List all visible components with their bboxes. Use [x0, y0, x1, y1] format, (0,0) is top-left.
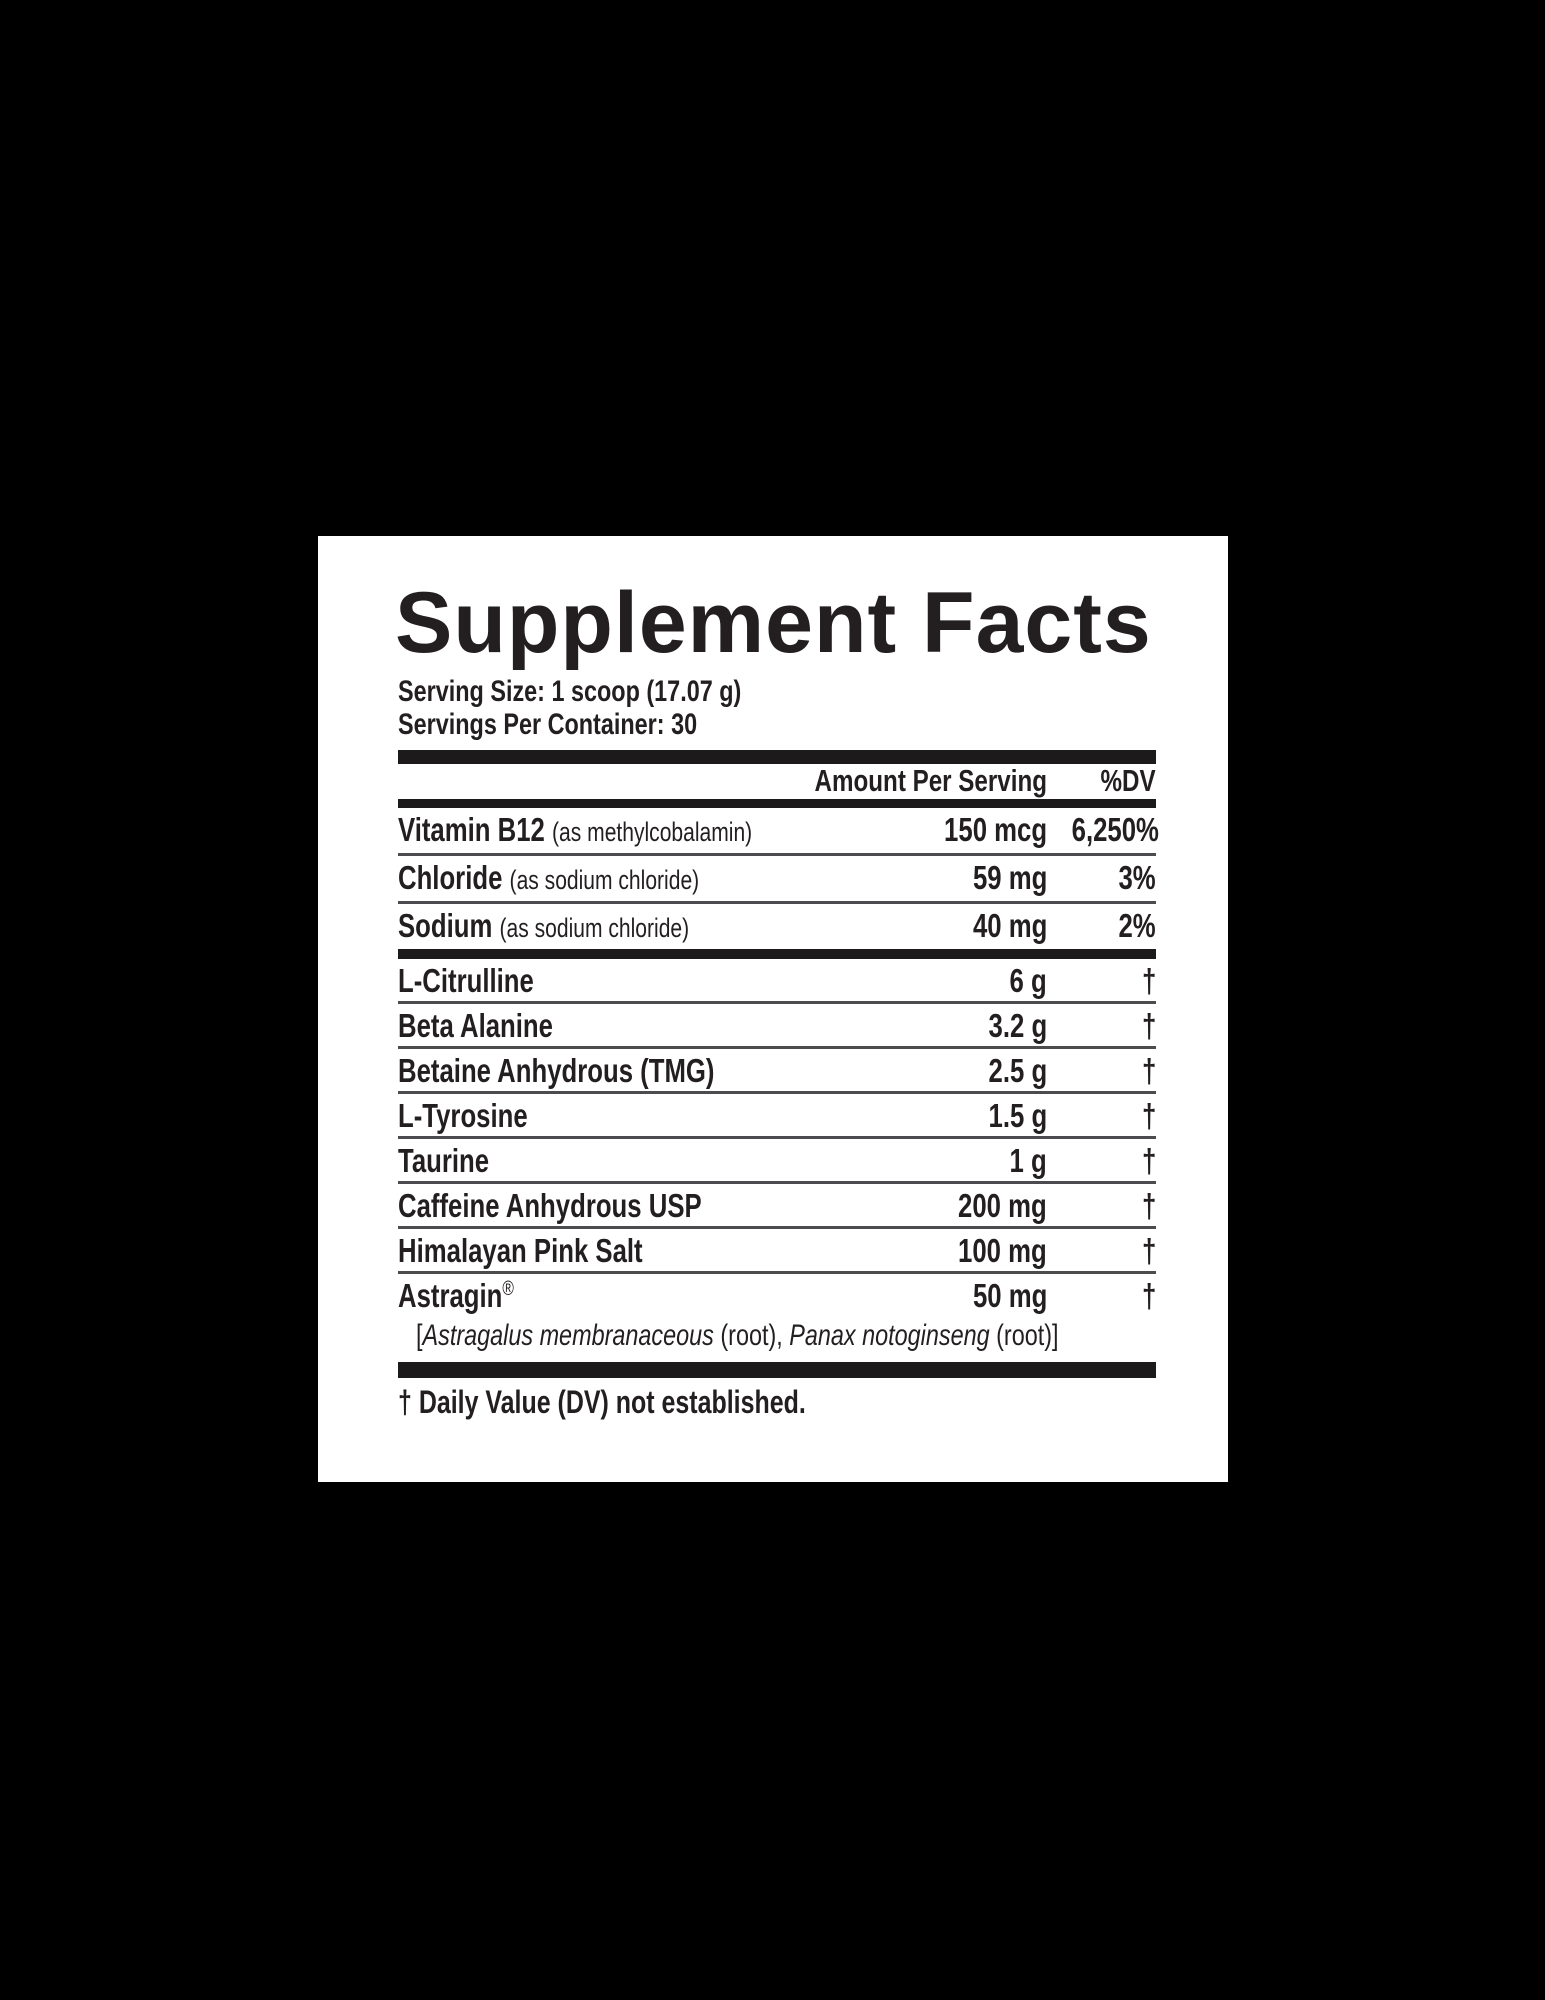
ingredient-dv: 6,250% — [1071, 811, 1159, 848]
species-name: Astragalus membranaceous — [422, 1319, 714, 1352]
dagger-symbol: † — [1141, 1277, 1156, 1314]
header-separator-bar — [398, 799, 1156, 808]
ingredient-form: (as sodium chloride) — [499, 913, 690, 943]
dagger-symbol: † — [1141, 1142, 1156, 1179]
ingredient-name: Himalayan Pink Salt — [398, 1232, 643, 1269]
ingredient-amount: 1.5 g — [988, 1097, 1047, 1134]
row-sodium: Sodium (as sodium chloride) 40 mg 2% — [398, 904, 1156, 949]
serving-size-line: Serving Size: 1 scoop (17.07 g) — [398, 675, 742, 708]
ingredient-amount: 1 g — [1009, 1142, 1047, 1179]
ingredient-amount: 150 mcg — [943, 811, 1047, 848]
astragin-source-note: [Astragalus membranaceous (root), Panax … — [416, 1319, 1059, 1352]
amount-per-serving-header: Amount Per Serving — [814, 763, 1047, 798]
ingredient-amount: 50 mg — [972, 1277, 1047, 1314]
ingredient-amount: 3.2 g — [988, 1007, 1047, 1044]
dagger-symbol: † — [1141, 1052, 1156, 1089]
table-top-bar — [398, 750, 1156, 764]
row-astragin: Astragin® 50 mg † — [398, 1274, 1156, 1316]
dagger-symbol: † — [1141, 1097, 1156, 1134]
ingredient-name: Caffeine Anhydrous USP — [398, 1187, 702, 1224]
ingredient-name: Beta Alanine — [398, 1007, 553, 1044]
ingredient-amount: 40 mg — [972, 907, 1047, 944]
ingredient-amount: 200 mg — [958, 1187, 1047, 1224]
dagger-symbol: † — [1141, 1187, 1156, 1224]
ingredient-name: Sodium — [398, 907, 493, 944]
group-separator-bar — [398, 949, 1156, 959]
dv-header: %DV — [1100, 763, 1156, 798]
ingredient-dv: 2% — [1118, 907, 1156, 944]
ingredient-amount: 2.5 g — [988, 1052, 1047, 1089]
ingredient-name: Astragin — [398, 1277, 503, 1314]
ingredient-name: L-Tyrosine — [398, 1097, 528, 1134]
row-beta-alanine: Beta Alanine 3.2 g † — [398, 1004, 1156, 1049]
supplement-facts-panel: Supplement Facts Serving Size: 1 scoop (… — [318, 536, 1228, 1482]
row-l-tyrosine: L-Tyrosine 1.5 g † — [398, 1094, 1156, 1139]
table-bottom-bar — [398, 1362, 1156, 1378]
row-chloride: Chloride (as sodium chloride) 59 mg 3% — [398, 856, 1156, 904]
ingredient-name: Betaine Anhydrous (TMG) — [398, 1052, 715, 1089]
ingredient-form: (as sodium chloride) — [509, 865, 700, 895]
row-caffeine-anhydrous: Caffeine Anhydrous USP 200 mg † — [398, 1184, 1156, 1229]
ingredient-amount: 59 mg — [972, 859, 1047, 896]
daily-value-footnote: † Daily Value (DV) not established. — [398, 1384, 806, 1420]
row-l-citrulline: L-Citrulline 6 g † — [398, 959, 1156, 1004]
ingredient-name: Chloride — [398, 859, 503, 896]
ingredient-form: (as methylcobalamin) — [552, 817, 753, 847]
dagger-symbol: † — [1141, 1007, 1156, 1044]
ingredient-amount: 100 mg — [958, 1232, 1047, 1269]
species-name: Panax notoginseng — [789, 1319, 990, 1352]
ingredient-name: L-Citrulline — [398, 962, 534, 999]
dagger-symbol: † — [1141, 962, 1156, 999]
row-vitamin-b12: Vitamin B12 (as methylcobalamin) 150 mcg… — [398, 808, 1159, 856]
serving-info: Serving Size: 1 scoop (17.07 g) Servings… — [398, 675, 1156, 741]
dagger-symbol: † — [1141, 1232, 1156, 1269]
row-betaine-anhydrous: Betaine Anhydrous (TMG) 2.5 g † — [398, 1049, 1156, 1094]
ingredient-name: Taurine — [398, 1142, 490, 1179]
servings-per-container-line: Servings Per Container: 30 — [398, 708, 698, 741]
ingredient-amount: 6 g — [1009, 962, 1047, 999]
table-header-row: Amount Per Serving %DV — [398, 764, 1156, 799]
ingredient-dv: 3% — [1118, 859, 1156, 896]
supplement-facts-title: Supplement Facts — [395, 575, 1152, 671]
registered-trademark-symbol: ® — [502, 1278, 514, 1300]
row-taurine: Taurine 1 g † — [398, 1139, 1156, 1184]
ingredient-name: Vitamin B12 — [398, 811, 545, 848]
row-himalayan-pink-salt: Himalayan Pink Salt 100 mg † — [398, 1229, 1156, 1274]
